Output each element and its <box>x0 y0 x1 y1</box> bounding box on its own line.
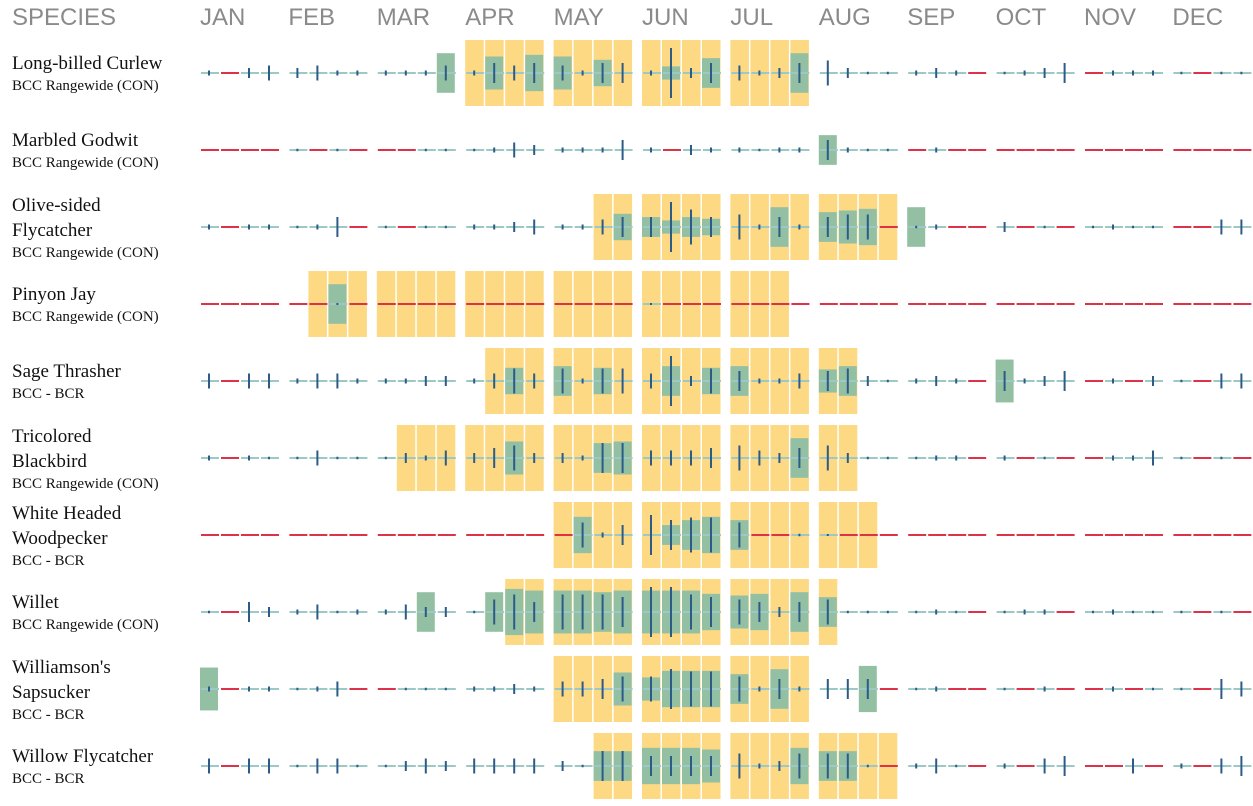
month-label: OCT <box>995 4 1047 31</box>
month-label: FEB <box>288 4 336 31</box>
species-label: Willow Flycatcher BCC - BCR <box>12 729 197 806</box>
species-label: Sage Thrasher BCC - BCR <box>12 344 197 421</box>
species-status: BCC Rangewide (CON) <box>12 155 159 171</box>
species-status: BCC Rangewide (CON) <box>12 475 159 492</box>
species-name: Sapsucker <box>12 681 91 703</box>
month-label: APR <box>465 4 515 31</box>
species-name: Long-billed Curlew <box>12 53 163 74</box>
species-label: Olive-sided Flycatcher BCC Rangewide (CON) <box>12 190 197 267</box>
species-name: Flycatcher <box>12 219 93 241</box>
species-name: Woodpecker <box>12 527 108 549</box>
species-header: SPECIES <box>12 4 117 31</box>
species-label: Willet BCC Rangewide (CON) <box>12 575 197 652</box>
species-label: Marbled Godwit BCC Rangewide (CON) <box>12 113 197 190</box>
month-label: MAY <box>553 4 604 31</box>
species-name: Tricolored <box>12 425 92 447</box>
species-status: BCC Rangewide (CON) <box>12 309 159 325</box>
species-name: Willow Flycatcher <box>12 746 154 767</box>
species-status: BCC - BCR <box>12 706 85 723</box>
species-status: BCC - BCR <box>12 386 85 402</box>
month-label: JUL <box>730 4 774 31</box>
species-name: White Headed <box>12 502 122 524</box>
month-label: AUG <box>818 4 871 31</box>
species-status: BCC Rangewide (CON) <box>12 78 159 94</box>
species-label: Williamson's Sapsucker BCC - BCR <box>12 652 197 729</box>
month-label: JUN <box>642 4 689 31</box>
species-status: BCC - BCR <box>12 771 85 787</box>
month-label: NOV <box>1084 4 1137 31</box>
month-label: SEP <box>907 4 956 31</box>
species-label: White Headed Woodpecker BCC - BCR <box>12 498 197 575</box>
species-name: Pinyon Jay <box>12 284 96 305</box>
species-status: BCC Rangewide (CON) <box>12 244 159 261</box>
species-name: Williamson's <box>12 656 111 678</box>
species-name: Blackbird <box>12 450 87 472</box>
month-label: MAR <box>376 4 431 31</box>
species-label: Tricolored Blackbird BCC Rangewide (CON) <box>12 421 197 498</box>
species-name: Olive-sided <box>12 194 101 216</box>
month-label: DEC <box>1172 4 1224 31</box>
month-label: JAN <box>200 4 246 31</box>
species-label: Long-billed Curlew BCC Rangewide (CON) <box>12 36 197 113</box>
species-name: Marbled Godwit <box>12 130 139 151</box>
species-name: Willet <box>12 592 59 613</box>
species-status: BCC Rangewide (CON) <box>12 617 159 633</box>
species-label: Pinyon Jay BCC Rangewide (CON) <box>12 267 197 344</box>
species-status: BCC - BCR <box>12 552 85 569</box>
species-name: Sage Thrasher <box>12 361 121 382</box>
